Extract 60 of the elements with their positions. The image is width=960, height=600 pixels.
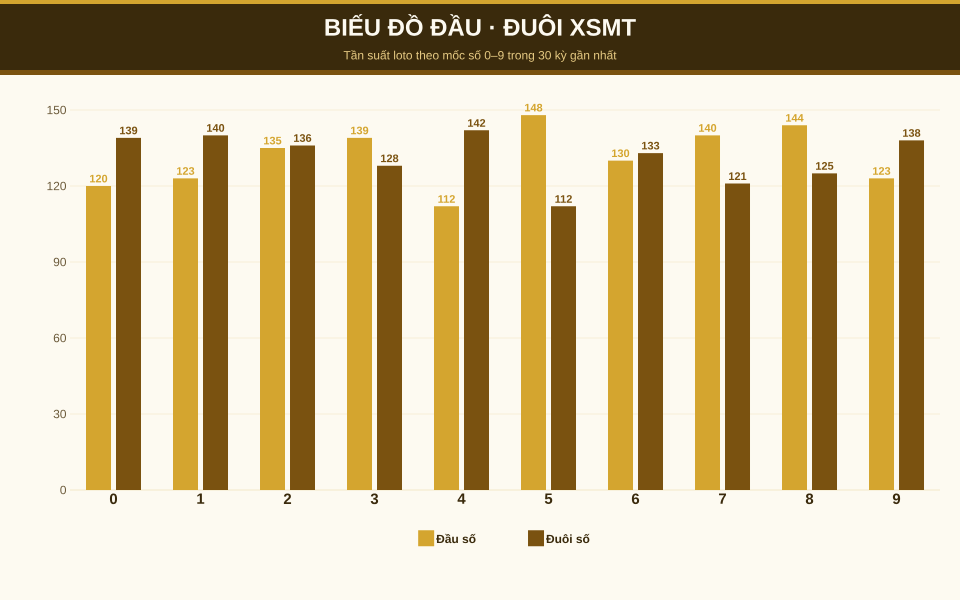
x-tick-label: 2 (284, 494, 292, 504)
bar (551, 206, 576, 490)
legend-label: Đuôi số (546, 534, 590, 544)
bar (173, 178, 198, 490)
bar (434, 206, 460, 490)
y-tick-label: 90 (54, 258, 66, 266)
bar (203, 135, 228, 490)
x-tick-label: 4 (458, 494, 466, 504)
x-tick-label: 5 (544, 494, 552, 504)
data-label: 112 (438, 195, 455, 203)
legend-label: Đầu số (436, 534, 476, 544)
x-tick-label: 9 (892, 494, 900, 504)
x-tick-label: 6 (632, 494, 640, 504)
data-label: 128 (381, 154, 398, 162)
data-label: 130 (612, 149, 630, 158)
bar (812, 173, 838, 490)
data-label: 139 (120, 126, 138, 134)
data-label: 121 (729, 172, 746, 180)
chart-title: BIẾU ĐỒ ĐẦU · ĐUÔI XSMT (326, 14, 636, 36)
bar (638, 153, 664, 490)
bar (608, 160, 634, 490)
bar (116, 138, 141, 490)
y-tick-label: 30 (54, 410, 66, 418)
data-label: 144 (786, 114, 804, 122)
bar (899, 140, 924, 490)
y-tick-label: 0 (60, 486, 66, 494)
bar (521, 115, 546, 490)
bar (377, 166, 402, 490)
bar (725, 183, 750, 490)
data-label: 148 (525, 104, 542, 112)
bar (347, 138, 372, 490)
bar (464, 130, 490, 490)
data-label: 133 (642, 142, 660, 150)
bar (695, 135, 720, 490)
data-label: 123 (177, 167, 194, 175)
data-label: 140 (699, 124, 716, 132)
bar (86, 186, 111, 490)
data-label: 112 (555, 195, 572, 203)
bar (260, 148, 286, 490)
data-label: 135 (264, 136, 282, 144)
x-tick-label: 3 (370, 494, 378, 504)
x-tick-label: 0 (110, 494, 118, 504)
x-tick-label: 8 (806, 494, 814, 504)
bar (869, 178, 894, 490)
y-tick-label: 150 (47, 106, 66, 114)
y-tick-label: 120 (47, 182, 66, 190)
data-label: 125 (816, 162, 834, 170)
data-label: 136 (294, 134, 312, 142)
bar (290, 145, 316, 490)
data-label: 120 (90, 174, 108, 182)
x-tick-label: 1 (197, 494, 204, 504)
data-label: 139 (351, 126, 368, 134)
data-label: 123 (873, 167, 890, 175)
y-tick-label: 60 (54, 334, 66, 342)
bar (782, 125, 808, 490)
data-label: 138 (903, 129, 920, 137)
chart-subtitle: Tần suất loto theo mốc số 0–9 trong 30 kỳ gần nhất (344, 50, 616, 62)
data-label: 142 (468, 119, 486, 127)
x-tick-label: 7 (718, 494, 726, 504)
data-label: 140 (207, 124, 224, 132)
